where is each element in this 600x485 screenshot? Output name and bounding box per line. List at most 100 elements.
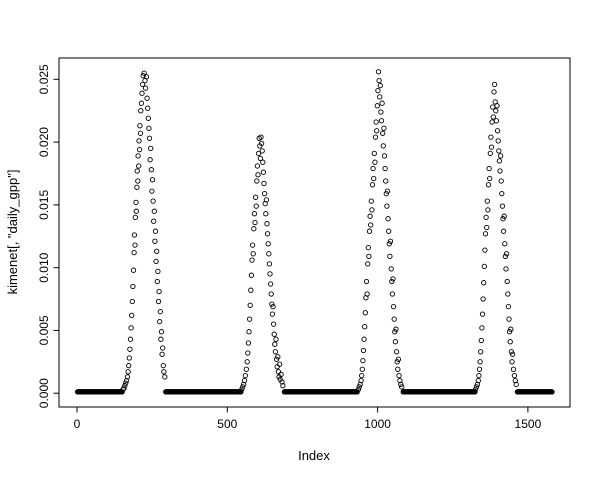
data-point xyxy=(241,377,248,384)
data-point xyxy=(485,207,491,213)
data-point xyxy=(513,381,519,388)
scatter-points xyxy=(74,69,555,395)
data-point xyxy=(129,312,135,319)
data-point xyxy=(123,377,130,384)
data-point xyxy=(370,165,376,172)
data-point xyxy=(266,251,272,257)
y-tick-label: 0.000 xyxy=(37,378,51,408)
data-point xyxy=(366,253,372,260)
data-point xyxy=(500,228,507,234)
data-point xyxy=(360,347,367,354)
data-point xyxy=(260,169,267,175)
data-point xyxy=(142,85,149,91)
y-tick-label: 0.010 xyxy=(37,252,51,282)
data-point xyxy=(275,369,282,375)
data-point xyxy=(358,377,364,384)
data-point xyxy=(482,231,489,237)
data-point xyxy=(130,283,136,290)
data-point xyxy=(372,159,378,165)
data-point xyxy=(365,261,371,267)
data-point xyxy=(137,130,144,136)
data-point xyxy=(375,69,382,75)
data-point xyxy=(130,267,137,273)
data-point xyxy=(477,359,483,365)
data-point xyxy=(377,82,383,89)
data-point xyxy=(366,228,373,234)
data-point xyxy=(388,266,394,272)
data-point xyxy=(247,302,253,308)
data-point xyxy=(493,118,500,124)
data-point xyxy=(252,194,259,200)
data-point xyxy=(136,146,143,153)
data-point xyxy=(269,311,276,317)
data-point xyxy=(147,157,153,163)
data-point xyxy=(494,103,500,109)
data-point xyxy=(136,163,142,169)
data-point xyxy=(503,266,509,272)
data-point xyxy=(398,381,404,388)
y-tick-label: 0.015 xyxy=(37,190,51,220)
x-tick-label: 1000 xyxy=(364,417,391,431)
data-point xyxy=(385,216,391,222)
data-point xyxy=(140,72,146,79)
data-point xyxy=(486,165,492,172)
data-point xyxy=(488,144,495,150)
data-point xyxy=(394,359,400,365)
data-point xyxy=(493,108,499,114)
data-point xyxy=(121,385,127,391)
x-axis: 0 500 1000 1500 xyxy=(74,407,542,431)
data-point xyxy=(375,87,381,94)
data-point xyxy=(502,241,508,247)
data-point xyxy=(359,366,365,372)
data-point xyxy=(160,362,166,369)
data-point xyxy=(362,324,368,330)
data-point xyxy=(500,216,506,222)
data-point xyxy=(127,336,134,342)
data-point xyxy=(389,291,396,297)
data-point xyxy=(378,109,384,115)
data-point xyxy=(475,377,481,384)
data-point xyxy=(272,341,278,347)
data-point xyxy=(499,190,505,197)
data-point xyxy=(499,203,506,209)
data-point xyxy=(510,366,517,372)
data-point xyxy=(479,325,485,331)
data-point xyxy=(354,389,360,395)
data-point xyxy=(249,242,256,248)
data-point xyxy=(507,339,513,345)
data-point xyxy=(255,150,262,157)
data-point xyxy=(497,168,503,174)
data-point xyxy=(152,238,158,244)
data-point xyxy=(365,244,371,251)
data-point xyxy=(161,369,167,375)
data-point xyxy=(146,135,153,141)
data-point xyxy=(141,70,147,76)
data-point xyxy=(505,291,511,297)
data-point xyxy=(271,331,277,337)
data-point xyxy=(259,148,265,154)
data-point xyxy=(258,140,265,147)
data-point xyxy=(124,374,131,380)
data-point xyxy=(267,271,273,277)
data-point xyxy=(478,337,484,344)
data-point xyxy=(138,100,145,106)
data-point xyxy=(386,241,392,247)
x-tick-label: 500 xyxy=(217,417,237,431)
data-point xyxy=(255,172,261,178)
data-point xyxy=(265,241,271,247)
data-point xyxy=(380,130,386,136)
data-point xyxy=(269,301,275,307)
y-axis: 0.000 0.005 0.010 0.015 0.020 0.025 xyxy=(37,64,59,408)
data-point xyxy=(390,303,397,310)
data-point xyxy=(239,386,245,393)
data-point xyxy=(261,190,268,197)
data-point xyxy=(504,278,510,285)
data-point xyxy=(149,188,155,194)
data-point xyxy=(260,159,266,165)
data-point xyxy=(481,280,487,286)
data-point xyxy=(136,138,142,144)
data-point xyxy=(135,153,141,159)
data-point xyxy=(129,298,135,305)
data-point xyxy=(131,232,138,238)
data-point xyxy=(503,251,510,257)
